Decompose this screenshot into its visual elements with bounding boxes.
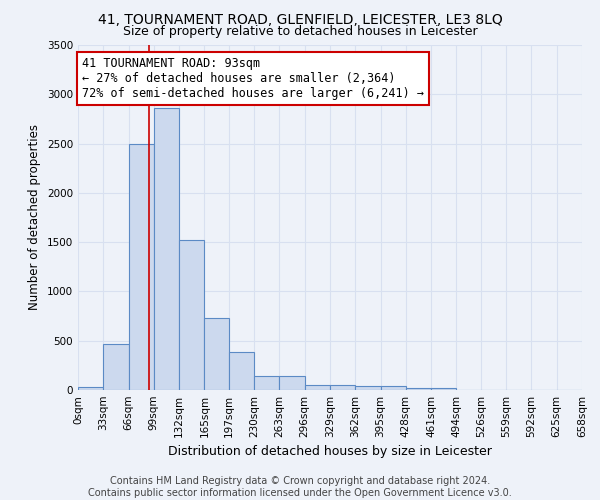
Bar (406, 388, 431, 390)
Bar (431, 388, 457, 390)
Bar (154, 108, 179, 390)
Bar (254, 376, 280, 390)
Bar (103, 344, 128, 390)
Bar (78, 387, 103, 390)
Text: Size of property relative to detached houses in Leicester: Size of property relative to detached ho… (122, 25, 478, 38)
Bar (229, 352, 254, 390)
Bar (128, 144, 154, 390)
Text: Contains HM Land Registry data © Crown copyright and database right 2024.
Contai: Contains HM Land Registry data © Crown c… (88, 476, 512, 498)
Text: 41, TOURNAMENT ROAD, GLENFIELD, LEICESTER, LE3 8LQ: 41, TOURNAMENT ROAD, GLENFIELD, LEICESTE… (98, 12, 502, 26)
X-axis label: Distribution of detached houses by size in Leicester: Distribution of detached houses by size … (168, 446, 492, 458)
Bar (280, 376, 305, 390)
Bar (205, 318, 229, 390)
Bar (179, 240, 205, 390)
Bar (355, 386, 380, 390)
Bar (305, 384, 330, 390)
Bar (330, 384, 355, 390)
Y-axis label: Number of detached properties: Number of detached properties (28, 124, 41, 310)
Bar (380, 386, 406, 390)
Text: 41 TOURNAMENT ROAD: 93sqm
← 27% of detached houses are smaller (2,364)
72% of se: 41 TOURNAMENT ROAD: 93sqm ← 27% of detac… (82, 57, 424, 100)
